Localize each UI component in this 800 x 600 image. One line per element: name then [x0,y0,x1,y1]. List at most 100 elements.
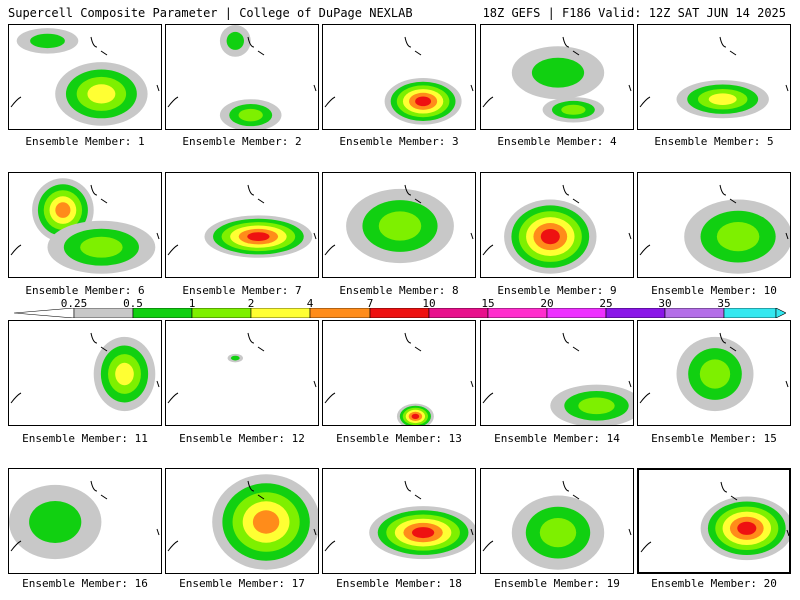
scp-contour-field [324,184,474,264]
ensemble-member-12-label: Ensemble Member: 12 [179,432,305,445]
contour-lime [561,104,586,115]
ensemble-member-8-map[interactable] [322,172,476,278]
coastline [640,541,652,553]
ensemble-member-20-map[interactable] [637,468,791,574]
coastline [414,494,422,500]
ensemble-member-9-map[interactable] [480,172,634,278]
ensemble-member-14-label: Ensemble Member: 14 [494,432,620,445]
ensemble-member-12-map[interactable] [165,320,319,426]
ensemble-member-9-label: Ensemble Member: 9 [497,284,617,297]
coastline [482,96,494,108]
ensemble-member-3-map[interactable] [322,24,476,130]
colorbar-segment [546,308,607,318]
coastline [167,244,179,256]
colorbar-tick-label: 0.25 [60,297,88,310]
colorbar-tick-label: 25 [599,297,613,310]
contour-lime [80,236,123,258]
coastline [167,540,179,552]
scp-contour-field [482,332,633,425]
colorbar-segment [723,308,777,318]
valid-time: 18Z GEFS | F186 Valid: 12Z SAT JUN 14 20… [482,6,786,20]
ensemble-member-16-map[interactable] [8,468,162,574]
contour-green [226,31,245,50]
scp-contour-field [324,332,474,425]
coastline [313,528,317,536]
ensemble-member-6-label: Ensemble Member: 6 [25,284,145,297]
scp-contour-field [10,178,160,274]
ensemble-member-19-map[interactable] [480,468,634,574]
colorbar-tick-label: 0.5 [123,297,143,310]
coastline [313,232,317,240]
ensemble-member-18-map[interactable] [322,468,476,574]
coastline [562,184,570,196]
coastline [100,50,108,56]
ensemble-member-17-map[interactable] [165,468,319,574]
coastline [324,244,336,256]
ensemble-member-10-map[interactable] [637,172,791,278]
coastline [562,36,570,48]
colorbar-segment [309,308,371,318]
scp-contour-field [639,332,789,412]
ensemble-member-2-map[interactable] [165,24,319,130]
coastline [90,36,98,48]
scp-contour-field [167,25,317,129]
ensemble-member-7-map[interactable] [165,172,319,278]
ensemble-member-4-map[interactable] [480,24,634,130]
ensemble-member-11-map[interactable] [8,320,162,426]
ensemble-member-3-label: Ensemble Member: 3 [339,135,459,148]
scp-contour-field [167,474,318,570]
coastline [10,244,22,256]
colorbar-segment [664,308,725,318]
coastline [470,528,474,536]
contour-lime [578,397,615,415]
coastline [313,380,317,388]
coastline [628,84,632,92]
contour-yellow [708,93,737,105]
coastline [10,96,22,108]
coastline [247,480,255,492]
coastline [257,50,265,56]
coastline [167,392,179,404]
coastline [628,528,632,536]
coastline [100,346,108,352]
ensemble-member-13-map[interactable] [322,320,476,426]
scp-contour-field [639,36,789,119]
colorbar-segment [605,308,666,318]
coastline [247,184,255,196]
ensemble-member-4-label: Ensemble Member: 4 [497,135,617,148]
coastline [470,380,474,388]
ensemble-member-18-label: Ensemble Member: 18 [336,577,462,590]
contour-green [29,501,82,543]
colorbar-tick-label: 1 [188,297,196,310]
coastline [414,50,422,56]
colorbar-segment [428,308,489,318]
coastline [156,232,160,240]
coastline [404,36,412,48]
coastline [313,84,317,92]
coastline [572,494,580,500]
scp-contour-field [639,184,790,274]
contour-green [531,57,585,88]
contour-yellow [115,362,134,386]
ensemble-member-15-map[interactable] [637,320,791,426]
ensemble-member-5-map[interactable] [637,24,791,130]
ensemble-member-6-map[interactable] [8,172,162,278]
ensemble-member-1-map[interactable] [8,24,162,130]
coastline [719,184,727,196]
coastline [719,332,727,344]
contour-lime [378,211,422,241]
ensemble-member-17-label: Ensemble Member: 17 [179,577,305,590]
coastline [257,346,265,352]
coastline [10,540,22,552]
ensemble-member-14-map[interactable] [480,320,634,426]
coastline [100,198,108,204]
scp-contour-field [167,184,317,258]
colorbar [14,308,786,318]
coastline [628,232,632,240]
colorbar-tick-label: 10 [422,297,436,310]
coastline [90,480,98,492]
coastline [562,480,570,492]
ensemble-member-7-label: Ensemble Member: 7 [182,284,302,297]
contour-green [30,33,65,49]
contour-lime [716,221,760,252]
